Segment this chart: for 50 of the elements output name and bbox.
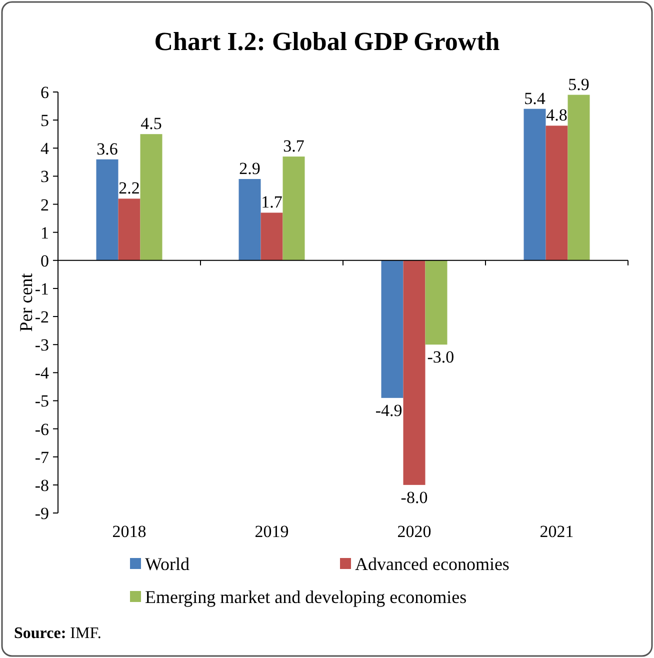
bar: [140, 134, 162, 260]
data-label: 3.6: [96, 139, 118, 158]
bar: [282, 156, 305, 260]
x-tick-label: 2021: [540, 522, 574, 541]
data-label: 1.7: [261, 192, 283, 212]
bar: [524, 108, 546, 260]
x-tick-label: 2018: [112, 522, 146, 541]
y-axis-title: Per cent: [16, 273, 36, 332]
y-tick-label: 1: [40, 223, 49, 242]
data-label: 2.9: [239, 159, 260, 178]
y-tick-label: -9: [34, 504, 49, 523]
y-tick-label: -3: [34, 336, 49, 355]
y-tick-label: -5: [34, 392, 49, 411]
y-tick-label: 3: [40, 167, 49, 186]
bar: [260, 212, 283, 260]
y-tick-label: -8: [34, 476, 49, 495]
data-label: 5.4: [524, 88, 546, 108]
bar: [546, 126, 568, 260]
legend-label: Advanced economies: [355, 554, 510, 574]
y-tick-label: -2: [34, 308, 49, 327]
y-tick-label: -7: [34, 448, 50, 467]
bar: [403, 260, 426, 485]
y-tick-label: 4: [40, 139, 50, 158]
data-label: 5.9: [568, 74, 590, 94]
x-tick-label: 2019: [254, 522, 289, 541]
y-tick-label: 2: [40, 195, 49, 214]
y-tick-label: -4: [34, 364, 50, 383]
y-tick-label: 0: [40, 251, 49, 270]
bar: [425, 260, 448, 345]
data-label: -4.9: [375, 400, 402, 420]
bar: [381, 260, 404, 398]
chart-title: Chart I.2: Global GDP Growth: [154, 27, 500, 56]
data-label: 4.5: [140, 114, 162, 134]
data-label: -3.0: [427, 348, 454, 367]
bar: [118, 198, 140, 260]
data-label: 3.7: [283, 136, 305, 156]
y-tick-label: -6: [34, 420, 49, 439]
source-note: Source: IMF.: [14, 625, 102, 642]
bar: [96, 159, 118, 260]
y-tick-label: 6: [40, 83, 49, 102]
legend-label: Emerging market and developing economies: [145, 587, 467, 607]
legend-label: World: [145, 554, 190, 574]
bar: [238, 179, 261, 260]
data-label: 2.2: [118, 178, 140, 198]
y-tick-label: 5: [40, 111, 49, 130]
data-label: 4.8: [546, 106, 568, 125]
x-tick-label: 2020: [397, 522, 432, 541]
y-tick-label: -1: [34, 279, 49, 298]
data-label: -8.0: [400, 488, 428, 507]
bar: [568, 94, 590, 260]
